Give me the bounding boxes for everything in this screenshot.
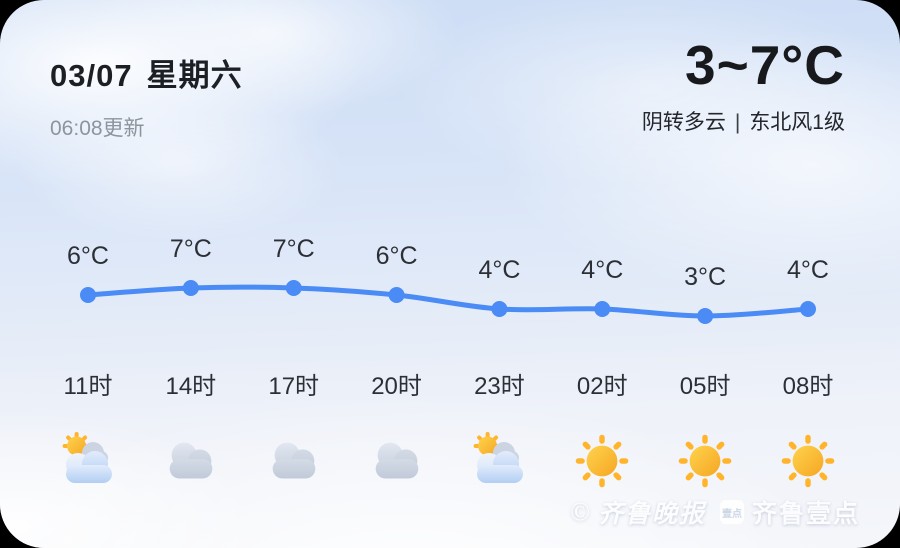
data-point [388, 287, 405, 303]
temperature-line [85, 284, 811, 319]
data-point [182, 280, 199, 296]
partly-cloudy-icon [474, 432, 524, 483]
wind-text: 东北风1级 [749, 111, 845, 134]
update-time: 06:08更新 [50, 117, 145, 140]
weather-icon-cell [36, 428, 140, 494]
time-tick-label: 14时 [165, 373, 217, 400]
sunny-icon [781, 434, 835, 488]
time-tick-label: 20时 [371, 373, 422, 400]
time-tick-label: 17时 [268, 373, 320, 400]
temp-value-label: 7°C [169, 235, 212, 263]
time-tick-label: 11时 [63, 373, 113, 400]
time-tick-label: 05时 [679, 373, 731, 400]
data-point [800, 301, 816, 317]
temperature-range: 3~7°C [684, 34, 845, 96]
paper-logo-text: 齐鲁晚报 [597, 501, 706, 528]
weather-icon-cell [756, 428, 860, 494]
yidian-badge-icon: 壹点 [719, 500, 744, 524]
data-point [491, 301, 508, 317]
condition-text: 阴转多云 [641, 111, 726, 134]
temp-value-label: 7°C [272, 235, 315, 263]
header-right: 3~7°C 阴转多云 | 东北风1级 [642, 33, 845, 136]
cloudy-icon [169, 442, 213, 479]
weather-description: 阴转多云 | 东北风1级 [642, 106, 845, 136]
data-point [80, 287, 96, 303]
time-tick-label: 02时 [576, 373, 628, 400]
temp-value-label: 4°C [478, 256, 521, 284]
weather-icon-cell [345, 428, 449, 494]
sunny-icon [576, 434, 629, 488]
watermark: © 齐鲁晚报 壹点 齐鲁壹点 [570, 494, 860, 530]
temp-value-label: 4°C [787, 256, 829, 284]
temp-value-label: 3°C [684, 263, 727, 291]
data-point [697, 308, 714, 324]
page-title: 03/07 星期六 [50, 50, 243, 95]
header-left: 03/07 星期六 06:08更新 [50, 50, 243, 142]
weather-icon-cell [242, 428, 346, 494]
weekday-text: 星期六 [146, 58, 243, 93]
badge-text: 壹点 [721, 508, 742, 520]
sunny-icon [678, 434, 732, 488]
app-name-text: 齐鲁壹点 [751, 500, 860, 528]
separator: | [734, 111, 741, 134]
temp-value-label: 6°C [67, 242, 109, 270]
weather-icon-cell [653, 428, 757, 494]
cloudy-icon [272, 442, 316, 479]
data-point [285, 280, 302, 296]
copyright-icon: © [570, 497, 590, 526]
date-text: 03/07 [50, 58, 133, 93]
data-point [594, 301, 611, 317]
temp-value-label: 6°C [375, 242, 418, 270]
temp-value-label: 4°C [581, 256, 624, 284]
weather-icon-cell [139, 428, 243, 494]
cloudy-icon [375, 442, 418, 479]
weather-icon-cell [550, 428, 654, 494]
partly-cloudy-icon [62, 432, 112, 483]
time-tick-label: 23时 [474, 373, 525, 400]
weather-icon-cell [447, 428, 551, 494]
time-tick-label: 08时 [782, 373, 834, 400]
